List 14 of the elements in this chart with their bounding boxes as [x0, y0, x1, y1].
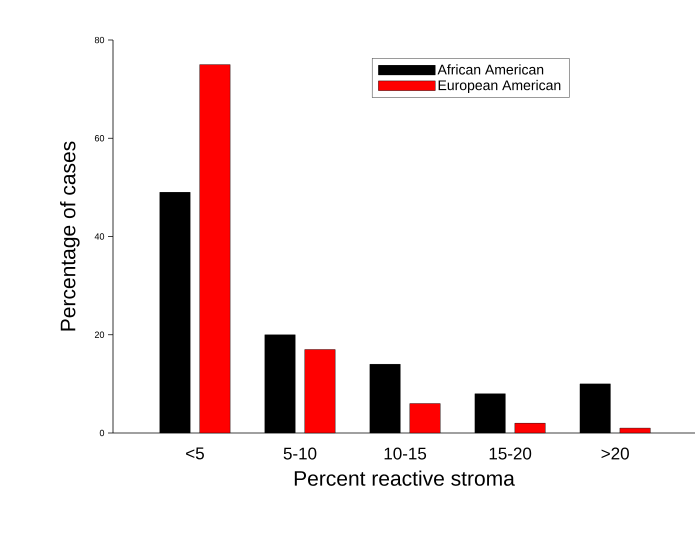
y-tick-label: 80 [94, 36, 104, 44]
y-tick-label: 60 [94, 135, 104, 142]
x-tick-label: 5-10 [284, 448, 316, 460]
y-tick-label: 0 [100, 430, 104, 436]
y-tick-label: 20 [94, 332, 104, 338]
legend-label: African American [438, 64, 544, 75]
x-tick-label: 10-15 [384, 448, 426, 460]
y-axis-title: Percentage of cases [60, 142, 80, 331]
x-tick-label: >20 [602, 448, 629, 460]
x-tick-label: <5 [186, 448, 204, 460]
y-tick-label: 40 [94, 233, 104, 240]
x-axis-title: Percent reactive stroma [294, 470, 515, 486]
legend-label: European American [438, 80, 560, 93]
x-tick-label: 15-20 [490, 448, 532, 460]
